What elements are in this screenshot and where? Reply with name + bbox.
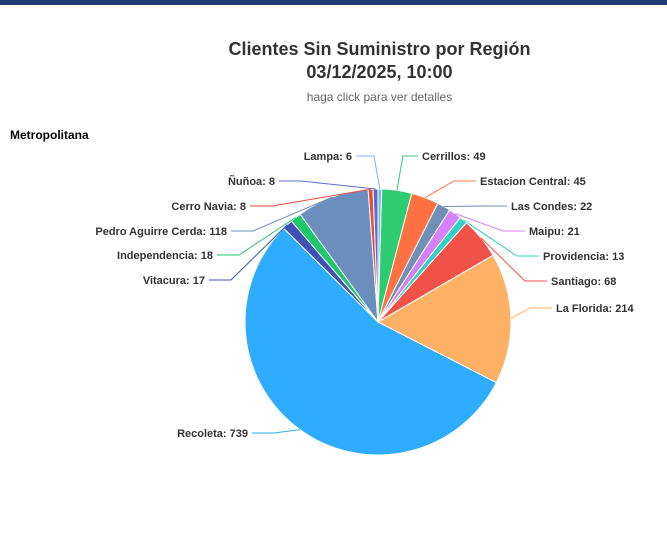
connector-nunoa (279, 180, 376, 190)
data-label-independencia[interactable]: Independencia: 18 (117, 250, 213, 262)
top-accent-bar (0, 0, 667, 5)
connector-cerrillos (396, 155, 418, 191)
connector-lampa (356, 155, 381, 190)
connector-las-condes (443, 205, 507, 207)
data-label-recoleta[interactable]: Recoleta: 739 (177, 428, 248, 440)
data-label-nunoa[interactable]: Ñuñoa: 8 (228, 175, 275, 188)
connector-la-florida (510, 307, 552, 320)
data-label-estacion-central[interactable]: Estacion Central: 45 (480, 176, 586, 188)
data-label-santiago[interactable]: Santiago: 68 (551, 276, 616, 288)
chart-title: Clientes Sin Suministro por Región (228, 39, 531, 59)
data-label-cerrillos[interactable]: Cerrillos: 49 (422, 151, 486, 163)
connector-recoleta (252, 429, 300, 434)
chart-subtitle: haga click para ver detalles (306, 90, 453, 104)
connector-pedro-aguirre-cerda (231, 196, 333, 232)
data-label-las-condes[interactable]: Las Condes: 22 (511, 201, 592, 213)
region-label: Metropolitana (10, 128, 89, 142)
connector-maipu (454, 213, 525, 232)
connector-independencia (217, 217, 296, 256)
connector-providencia (463, 219, 539, 257)
connector-santiago (480, 237, 547, 282)
data-label-maipu[interactable]: Maipu: 21 (529, 226, 580, 238)
data-label-vitacura[interactable]: Vitacura: 17 (143, 275, 205, 287)
data-label-providencia[interactable]: Providencia: 13 (543, 251, 624, 263)
pie-slice-la-florida[interactable] (376, 254, 512, 384)
data-label-pedro-aguirre-cerda[interactable]: Pedro Aguirre Cerda: 118 (95, 226, 227, 238)
connector-vitacura (209, 224, 288, 281)
data-label-la-florida[interactable]: La Florida: 214 (556, 303, 635, 315)
data-label-lampa[interactable]: Lampa: 6 (304, 151, 352, 163)
connector-estacion-central (424, 180, 476, 199)
connector-cerro-navia (250, 188, 371, 207)
chart-title-datetime: 03/12/2025, 10:00 (306, 62, 453, 82)
data-label-cerro-navia[interactable]: Cerro Navia: 8 (171, 201, 246, 213)
